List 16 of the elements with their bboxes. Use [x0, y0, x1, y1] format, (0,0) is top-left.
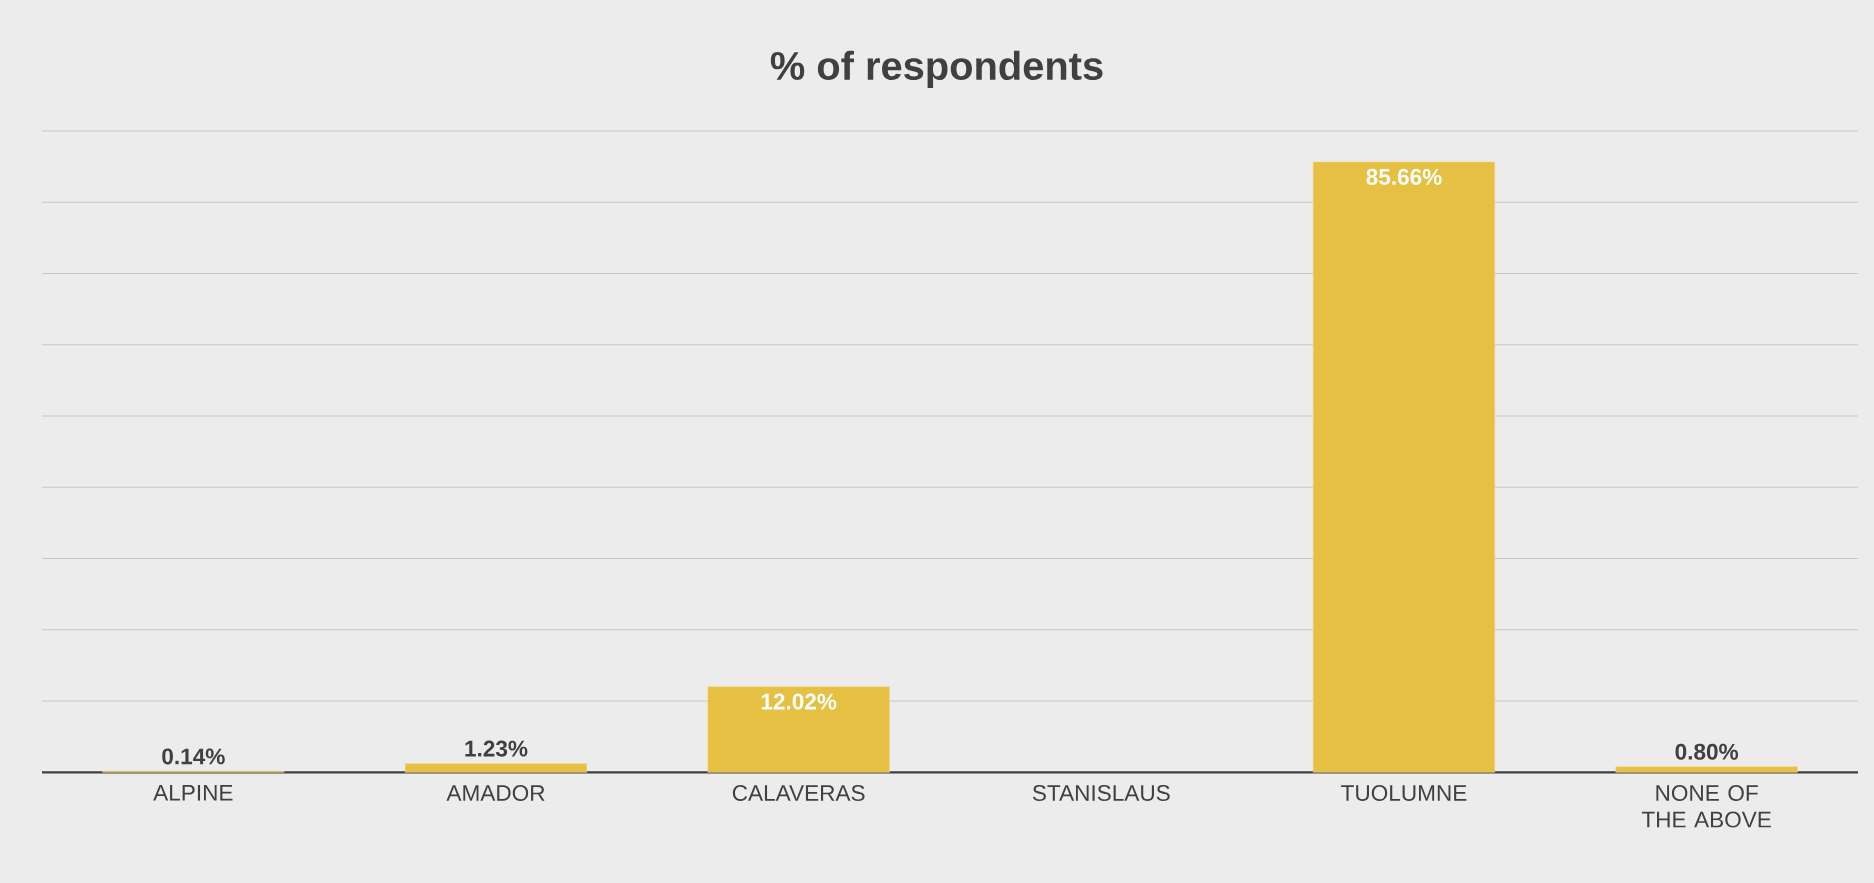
x-tick-label: NONE OF THE ABOVE: [1641, 785, 1771, 828]
x-tick-label: STANISLAUS: [1032, 785, 1170, 802]
x-tick-label: ALPINE: [153, 785, 233, 801]
bar: [1615, 766, 1798, 773]
data-label: 0.80%: [1675, 743, 1739, 760]
data-label: 85.66%: [1366, 168, 1442, 185]
x-tick-label: AMADOR: [446, 785, 545, 802]
bar: [404, 763, 588, 773]
bar: [707, 686, 890, 773]
chart-title: % of respondents: [770, 50, 1103, 88]
data-label: 0.14%: [162, 748, 225, 765]
data-label: 1.23%: [465, 740, 528, 757]
bar: [1312, 161, 1496, 773]
data-label: 12.02%: [761, 693, 837, 710]
x-tick-label: CALAVERAS: [732, 785, 865, 802]
x-tick-label: TUOLUMNE: [1341, 785, 1467, 802]
